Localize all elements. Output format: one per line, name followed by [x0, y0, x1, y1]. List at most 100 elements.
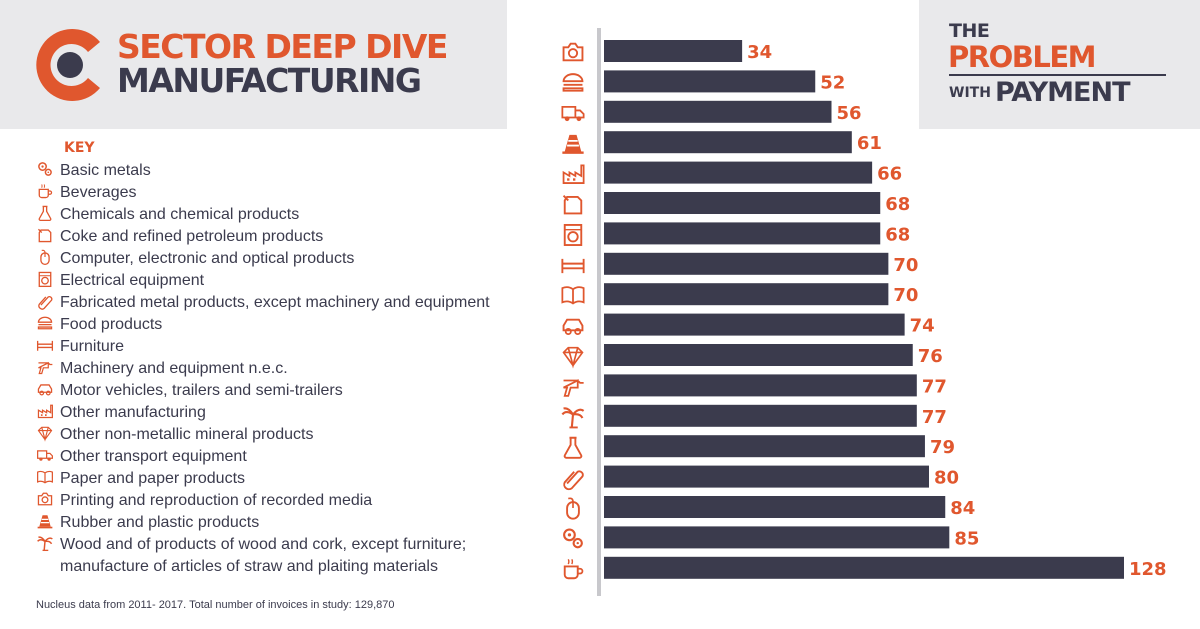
bar-value-label: 70	[893, 255, 918, 276]
key-item: Fabricated metal products, except machin…	[36, 292, 556, 314]
series-title-block: THE PROBLEM WITH PAYMENT	[919, 0, 1200, 129]
bar-value-label: 68	[885, 194, 910, 215]
burger-icon	[562, 73, 584, 92]
gears-icon	[36, 160, 60, 182]
key-item: Paper and paper products	[36, 468, 556, 490]
key-item-label: Basic metals	[60, 162, 151, 179]
key-item: Furniture	[36, 336, 556, 358]
truck-icon	[36, 446, 60, 468]
key-item-label: Other transport equipment	[60, 448, 247, 465]
key-item: Food products	[36, 314, 556, 336]
key-item-label: Coke and refined petroleum products	[60, 228, 324, 245]
series-title-payment: PAYMENT	[995, 77, 1130, 108]
key-item: Rubber and plastic products	[36, 512, 556, 534]
bar	[604, 131, 852, 154]
bar-value-label: 68	[885, 224, 910, 245]
truck-icon	[561, 106, 585, 122]
bar	[604, 435, 925, 458]
burger-icon	[36, 314, 60, 336]
bar	[604, 283, 889, 306]
flask-icon	[563, 436, 583, 459]
key-item-label: Chemicals and chemical products	[60, 206, 300, 223]
series-title-problem: PROBLEM	[948, 40, 1097, 74]
key-item: Electrical equipment	[36, 270, 556, 292]
bar	[604, 344, 913, 366]
palm-tree-icon	[561, 407, 585, 429]
key-item-label-line2: manufacture of articles of straw and pla…	[60, 558, 438, 575]
bar	[604, 556, 1124, 579]
bar-value-label: 77	[922, 376, 947, 397]
bar-value-label: 52	[820, 72, 845, 93]
key-item-label: Beverages	[60, 184, 137, 201]
book-icon	[561, 286, 585, 305]
bar	[604, 465, 929, 488]
bar-value-label: 85	[954, 528, 979, 549]
bar-value-label: 56	[837, 103, 862, 124]
car-icon	[36, 380, 60, 402]
bar-value-label: 70	[893, 285, 918, 306]
page-title-line2: MANUFACTURING	[117, 61, 422, 100]
gears-icon	[563, 528, 583, 549]
key-item-label: Wood and of products of wood and cork, e…	[60, 536, 467, 575]
bar-value-label: 80	[934, 468, 959, 489]
diamond-icon	[562, 346, 584, 369]
traffic-cone-icon	[562, 134, 584, 154]
bar-chart: 34 52 56 61 66 68 68 70 70 74 76 77 77 79 80 84 85 128	[561, 28, 1167, 596]
key-item-label: Electrical equipment	[60, 272, 205, 289]
key-item: Other non-metallic mineral products	[36, 424, 556, 446]
bar	[604, 374, 917, 397]
series-title-the: THE	[949, 20, 990, 42]
key-item: Printing and reproduction of recorded me…	[36, 490, 556, 512]
key-item-label: Computer, electronic and optical product…	[60, 250, 355, 267]
company-logo-icon	[36, 29, 100, 101]
factory-icon	[36, 402, 60, 424]
bar	[604, 100, 832, 123]
coffee-cup-icon	[563, 559, 584, 580]
key-item: Other transport equipment	[36, 446, 556, 468]
fuel-can-icon	[36, 226, 60, 248]
drill-icon	[563, 379, 584, 397]
factory-icon	[562, 164, 585, 184]
bar-value-label: 84	[950, 498, 975, 519]
key-item-label: Furniture	[60, 338, 125, 355]
bar	[604, 526, 950, 549]
bar-value-label: 76	[918, 346, 943, 367]
palm-tree-icon	[36, 534, 60, 556]
key-item: Motor vehicles, trailers and semi-traile…	[36, 380, 556, 402]
bar-value-label: 79	[930, 437, 955, 458]
bar	[604, 313, 905, 336]
key-item: Coke and refined petroleum products	[36, 226, 556, 248]
car-icon	[562, 318, 584, 335]
mouse-icon	[566, 497, 580, 520]
bar-value-label: 61	[857, 133, 882, 154]
bar	[604, 192, 881, 214]
bed-icon	[561, 258, 585, 274]
key-item-label: Other non-metallic mineral products	[60, 426, 314, 443]
bar	[604, 496, 946, 518]
camera-icon	[36, 490, 60, 512]
key-item: Chemicals and chemical products	[36, 204, 556, 226]
key-item: Basic metals	[36, 160, 556, 182]
book-icon	[36, 468, 60, 490]
flask-icon	[36, 204, 60, 226]
key-item: Other manufacturing	[36, 402, 556, 424]
bar	[604, 161, 873, 184]
key-item-label: Food products	[60, 316, 163, 333]
bed-icon	[36, 336, 60, 358]
header-banner: SECTOR DEEP DIVE MANUFACTURING	[0, 0, 507, 129]
coffee-cup-icon	[36, 182, 60, 204]
bar-value-label: 128	[1129, 559, 1167, 580]
key-list: Basic metals Beverages Chemicals and chemi…	[36, 160, 556, 578]
diamond-icon	[36, 424, 60, 446]
key-item-label: Printing and reproduction of recorded me…	[60, 492, 373, 509]
drill-icon	[36, 358, 60, 380]
bar	[604, 222, 881, 245]
mouse-icon	[36, 248, 60, 270]
series-title-with: WITH	[949, 85, 991, 101]
traffic-cone-icon	[36, 512, 60, 534]
page-title-line1: SECTOR DEEP DIVE	[117, 27, 448, 66]
bar-value-label: 74	[910, 316, 935, 337]
bar	[604, 40, 743, 62]
key-item: Computer, electronic and optical product…	[36, 248, 556, 270]
bar	[604, 252, 889, 275]
